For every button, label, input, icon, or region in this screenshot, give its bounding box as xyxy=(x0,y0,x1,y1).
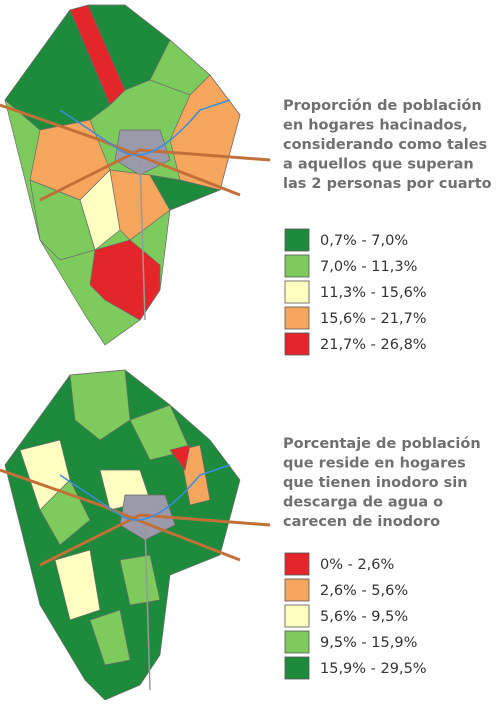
legends: Proporción de población en hogares hacina… xyxy=(283,98,492,680)
legend-swatch xyxy=(284,228,310,252)
legend-label: 2,6% - 5,6% xyxy=(320,583,408,599)
legend-title: las 2 personas por cuarto xyxy=(283,176,492,192)
map-top-lines xyxy=(0,99,271,321)
legend-label: 15,6% - 21,7% xyxy=(320,311,427,327)
legend-label: 15,9% - 29,5% xyxy=(320,661,427,677)
legend-swatch xyxy=(284,332,310,356)
legend-swatch xyxy=(284,552,310,576)
legend-swatch xyxy=(284,254,310,278)
legend-title: considerando como tales xyxy=(283,137,487,153)
legend-title: descarga de agua o xyxy=(283,495,443,511)
legend-swatch xyxy=(284,656,310,680)
legend-title: carecen de inodoro xyxy=(283,514,440,530)
legend-title: en hogares hacinados, xyxy=(283,118,468,134)
legend-label: 0% - 2,6% xyxy=(320,557,394,573)
legend-label: 0,7% - 7,0% xyxy=(320,233,408,249)
map-bottom xyxy=(4,369,241,701)
legend-swatch xyxy=(284,578,310,602)
legend-title: a aquellos que superan xyxy=(283,157,474,173)
map-bottom-lines xyxy=(0,464,271,691)
legend-label: 11,3% - 15,6% xyxy=(320,285,427,301)
legend-label: 5,6% - 9,5% xyxy=(320,609,408,625)
legend-label: 21,7% - 26,8% xyxy=(320,337,427,353)
legend-label: 7,0% - 11,3% xyxy=(320,259,417,275)
legend-title: que tienen inodoro sin xyxy=(283,475,468,491)
legend-title: Porcentaje de población xyxy=(283,436,481,452)
map-top xyxy=(4,4,241,346)
legend-swatch xyxy=(284,604,310,628)
legend-swatch xyxy=(284,280,310,304)
legend-title: Proporción de población xyxy=(283,98,482,114)
legend-swatch xyxy=(284,630,310,654)
legend-label: 9,5% - 15,9% xyxy=(320,635,417,651)
legend-title: que reside en hogares xyxy=(283,456,466,472)
legend-swatch xyxy=(284,306,310,330)
